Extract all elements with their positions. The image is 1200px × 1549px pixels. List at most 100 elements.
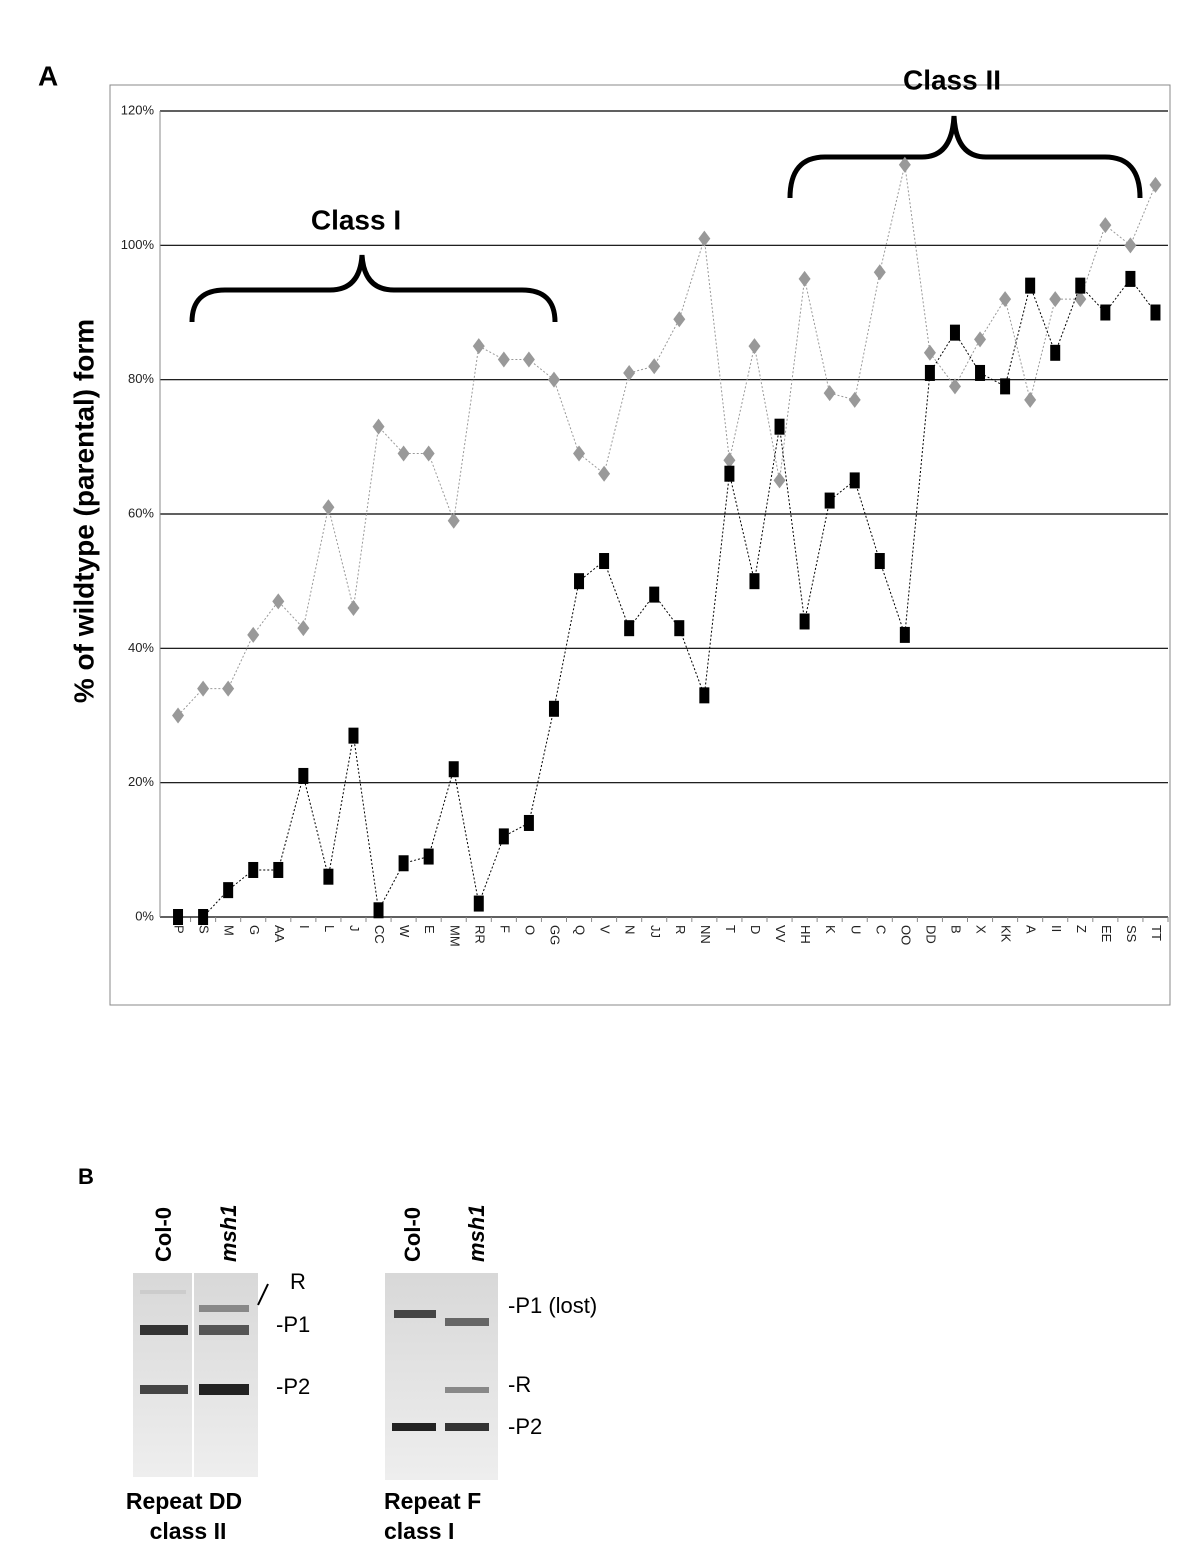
data-point <box>522 351 535 368</box>
band <box>394 1310 436 1318</box>
band <box>199 1384 249 1395</box>
x-tick-label: S <box>197 925 212 934</box>
band <box>445 1318 489 1326</box>
x-tick-label: CC <box>372 925 387 944</box>
data-point <box>1099 217 1112 234</box>
x-tick-label: II <box>1049 925 1064 932</box>
data-point <box>624 620 635 637</box>
x-tick-label: A <box>1024 925 1039 934</box>
data-point <box>848 391 861 408</box>
data-point <box>547 371 560 388</box>
y-tick-label: 120% <box>121 102 155 117</box>
x-tick-label: T <box>723 925 738 933</box>
data-point <box>1075 277 1086 294</box>
x-tick-label: AA <box>272 925 287 943</box>
data-point <box>823 385 836 402</box>
data-point <box>1124 237 1137 254</box>
band-label: -R <box>508 1372 531 1397</box>
data-point <box>472 338 485 355</box>
lane-label: msh1 <box>464 1205 489 1262</box>
data-point <box>497 351 510 368</box>
x-tick-label: O <box>522 925 537 935</box>
y-tick-label: 80% <box>128 371 154 386</box>
x-tick-label: X <box>974 925 989 934</box>
x-tick-label: V <box>598 925 613 934</box>
y-tick-label: 100% <box>121 237 155 252</box>
x-tick-label: SS <box>1124 925 1139 943</box>
band-label: -P1 (lost) <box>508 1293 597 1318</box>
lane-label: msh1 <box>216 1205 241 1262</box>
data-point <box>222 680 235 697</box>
panel-label: A <box>38 60 58 91</box>
data-point <box>674 620 685 637</box>
annotation: Class II <box>903 64 1001 95</box>
data-point <box>422 445 435 462</box>
data-point <box>873 264 886 281</box>
data-point <box>898 156 911 173</box>
x-tick-label: VV <box>773 925 788 943</box>
series-line <box>177 164 1156 716</box>
gel-caption: class II <box>150 1518 227 1544</box>
data-point <box>673 311 686 328</box>
x-tick-label: Q <box>573 925 588 935</box>
y-axis-title: % of wildtype (parental) form <box>68 319 99 703</box>
x-tick-label: C <box>873 925 888 934</box>
data-point <box>523 814 534 831</box>
data-point <box>773 472 786 489</box>
data-point <box>649 586 660 603</box>
data-point <box>498 828 509 845</box>
data-point <box>548 700 559 717</box>
band-label: -P2 <box>276 1374 310 1399</box>
data-point <box>948 378 961 395</box>
x-tick-label: KK <box>999 925 1014 943</box>
data-point <box>623 364 636 381</box>
lane-label: Col-0 <box>400 1207 425 1262</box>
data-point <box>1049 291 1062 308</box>
data-point <box>824 492 835 509</box>
y-tick-label: 40% <box>128 640 154 655</box>
data-point <box>247 626 260 643</box>
data-point <box>1100 304 1111 321</box>
annotation: Class I <box>311 204 401 235</box>
data-point <box>198 909 209 925</box>
x-tick-label: NN <box>698 925 713 944</box>
x-tick-label: HH <box>798 925 813 944</box>
data-point <box>1050 344 1061 361</box>
data-point <box>598 465 611 482</box>
data-point <box>298 767 309 784</box>
x-tick-label: EE <box>1099 925 1114 943</box>
lane-label: Col-0 <box>151 1207 176 1262</box>
data-point <box>899 626 910 643</box>
data-point <box>599 553 610 570</box>
x-tick-label: B <box>949 925 964 934</box>
data-point <box>1000 378 1011 395</box>
panel-label: B <box>78 1164 94 1189</box>
data-point <box>372 418 385 435</box>
x-tick-label: N <box>623 925 638 934</box>
gel-caption: Repeat DD <box>126 1488 242 1514</box>
data-point <box>999 291 1012 308</box>
data-point <box>1025 277 1036 294</box>
data-point <box>749 573 760 590</box>
data-point <box>1150 304 1161 321</box>
data-point <box>723 452 736 469</box>
gel <box>133 1273 258 1477</box>
data-point <box>1149 176 1162 193</box>
data-point <box>447 512 460 529</box>
data-point <box>698 230 711 247</box>
data-point <box>173 909 184 925</box>
series-line <box>178 278 1156 918</box>
band <box>392 1423 436 1431</box>
band <box>140 1290 186 1294</box>
x-tick-label: D <box>748 925 763 934</box>
band <box>445 1423 489 1431</box>
band <box>199 1325 249 1335</box>
data-point <box>949 324 960 341</box>
data-point <box>323 868 334 885</box>
band <box>140 1385 188 1394</box>
band-label: -P1 <box>276 1312 310 1337</box>
y-tick-label: 20% <box>128 774 154 789</box>
y-tick-label: 60% <box>128 505 154 520</box>
data-point <box>774 418 785 435</box>
x-tick-label: L <box>322 925 337 932</box>
